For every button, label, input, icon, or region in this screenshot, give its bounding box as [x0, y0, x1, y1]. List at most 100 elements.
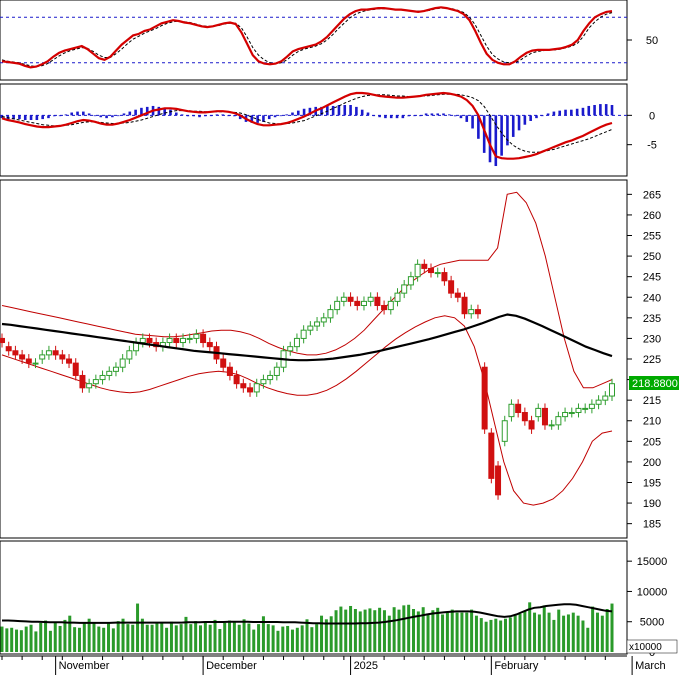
volume-bar	[421, 607, 425, 652]
candle-body	[501, 420, 508, 442]
candle-body	[307, 325, 314, 331]
macd-line	[1, 91, 613, 160]
volume-bar	[445, 612, 449, 652]
macd-axis-tick-label: -5	[647, 140, 657, 152]
macd-histogram-bar	[111, 115, 114, 118]
macd-histogram-bar	[279, 115, 283, 117]
volume-bar	[15, 629, 19, 652]
volume-bar	[68, 615, 72, 652]
volume-bar	[237, 624, 241, 652]
volume-bar	[107, 623, 111, 652]
volume-bar	[271, 625, 275, 652]
price-axis: 2652602552502452402352302252202152102052…	[627, 189, 661, 531]
macd-histogram-bar	[564, 109, 567, 116]
macd-histogram-bar	[23, 115, 27, 121]
macd-histogram-bar	[442, 113, 445, 116]
candle-body	[92, 379, 99, 385]
macd-histogram-bar	[459, 115, 463, 119]
candle-body	[347, 296, 354, 302]
volume-bar	[489, 619, 493, 652]
candle-body	[206, 342, 213, 348]
candle-body	[488, 432, 495, 479]
macd-histogram-bar	[267, 115, 271, 120]
candle-body	[314, 321, 321, 327]
macd-frame	[0, 83, 628, 177]
volume-bar	[39, 622, 43, 652]
volume-bar	[87, 618, 91, 652]
candle-body	[508, 403, 515, 418]
volume-bar	[213, 619, 217, 652]
macd-histogram-bar	[308, 107, 312, 116]
macd-plot	[0, 91, 627, 167]
volume-axis-tick-label: 5000	[640, 617, 664, 629]
candle-body	[360, 300, 367, 306]
volume-bar	[208, 624, 212, 652]
volume-bar	[610, 603, 614, 652]
volume-bar	[571, 612, 575, 652]
volume-bar	[344, 609, 348, 652]
candle-body	[555, 416, 562, 426]
volume-bar	[53, 622, 57, 652]
macd-histogram-bar	[82, 111, 85, 116]
volume-bar	[169, 621, 173, 652]
volume-bar	[591, 606, 595, 652]
macd-histogram-bar	[122, 113, 126, 116]
volume-bar	[474, 615, 478, 652]
candle-body	[602, 395, 609, 401]
macd-histogram-bar	[296, 110, 300, 116]
macd-signal-line	[1, 93, 613, 153]
volume-bar	[441, 614, 445, 652]
price-axis-tick-label: 255	[643, 231, 661, 243]
volume-bar	[73, 627, 77, 652]
macd-histogram-bar	[529, 115, 532, 121]
macd-histogram-bar	[401, 115, 405, 119]
macd-histogram-bar	[477, 115, 480, 139]
volume-bar	[586, 627, 590, 652]
volume-bar	[576, 615, 580, 652]
macd-histogram-bar	[157, 106, 161, 116]
macd-histogram-bar	[355, 106, 358, 116]
macd-histogram-bar	[227, 115, 230, 117]
x-axis-label: November	[59, 660, 110, 672]
price-axis-tick-label: 195	[643, 477, 661, 489]
volume-bar	[315, 624, 319, 652]
volume-average-line	[2, 603, 613, 625]
volume-bar	[97, 626, 101, 652]
volume-bar	[189, 624, 193, 652]
volume-bar	[160, 622, 164, 652]
volume-bar	[513, 615, 517, 652]
macd-histogram-bar	[465, 115, 469, 122]
candle-body	[173, 337, 180, 344]
candle-body	[327, 309, 334, 319]
candle-body	[528, 420, 535, 430]
macd-histogram-bar	[389, 115, 393, 119]
macd-histogram-bar	[413, 115, 416, 117]
volume-bar	[412, 609, 416, 652]
macd-histogram-bar	[535, 115, 538, 119]
macd-histogram-bar	[407, 115, 410, 117]
volume-bar	[276, 630, 280, 652]
macd-histogram-bar	[337, 105, 341, 116]
candle-body	[374, 296, 381, 306]
macd-histogram-bar	[436, 113, 440, 116]
candle-body	[179, 337, 186, 344]
volume-bar	[566, 614, 570, 652]
volume-bar	[373, 610, 377, 652]
x-axis-label: 2025	[354, 660, 378, 672]
volume-bar	[465, 612, 469, 652]
macd-histogram-bar	[581, 107, 585, 116]
volume-bar	[378, 607, 382, 652]
macd-histogram-bar	[233, 115, 236, 117]
volume-unit-box	[626, 639, 678, 654]
volume-bar	[5, 628, 9, 652]
macd-histogram-bar	[471, 115, 474, 129]
volume-bar	[426, 613, 430, 652]
macd-histogram-bar	[198, 115, 201, 118]
volume-bar	[547, 612, 551, 652]
volume-axis-tick-label: 15000	[637, 556, 668, 568]
volume-bar	[392, 607, 396, 652]
candle-body	[112, 366, 119, 372]
volume-bar	[247, 623, 251, 652]
candle-body	[334, 300, 341, 311]
candle-body	[568, 412, 575, 415]
